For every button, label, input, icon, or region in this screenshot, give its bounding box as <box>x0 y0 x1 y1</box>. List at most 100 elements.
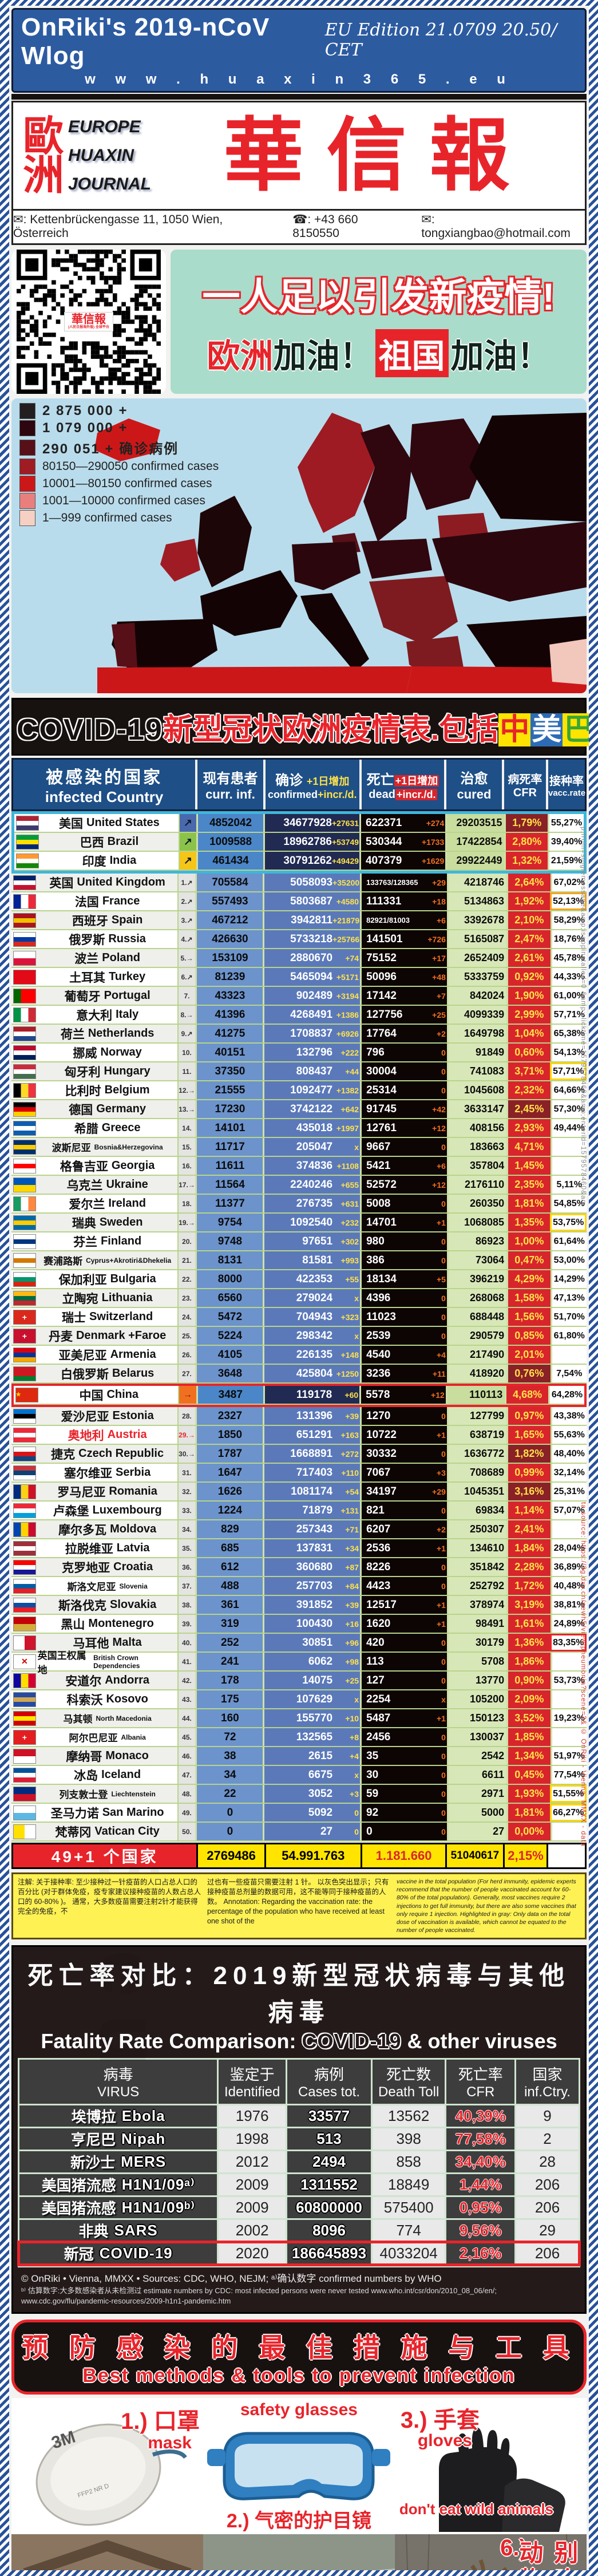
confirmed-value: 391852 <box>296 1598 333 1611</box>
flag-icon <box>13 988 36 1003</box>
country-name: 葡萄牙 Portugal <box>38 987 177 1005</box>
dead-value: 8226 <box>366 1560 391 1573</box>
table-row: 亚美尼亚 Armenia 26. 4105 226135 +148 4540 +4 217490… <box>11 1346 587 1365</box>
cured-cell: 5000 <box>446 1804 507 1822</box>
country-name: 巴西 Brazil <box>40 833 179 851</box>
confirmed-value: 3942811 <box>291 914 333 926</box>
country-name-en: Bulgaria <box>110 1273 156 1285</box>
vacc-rate-cell: 51,70% <box>550 1308 587 1326</box>
cfr-cell: 1,90% <box>506 987 551 1005</box>
dead-value: 5008 <box>366 1197 391 1210</box>
table-row: 土耳其 Turkey 6.↗ 81239 5465094 +5171 50096 +48 533… <box>11 968 587 987</box>
country-name: 斯洛文尼亚 Slovenia <box>38 1577 177 1595</box>
side-watermark-2: ta source: https://3g.dxy.cn/newh5/view/… <box>580 1502 588 1847</box>
confirmed-increase: +44 <box>345 1066 359 1076</box>
col-header-vacc: 接种率 vacc.rate <box>548 775 586 798</box>
dead-value: 5421 <box>366 1159 391 1172</box>
vacc-rate-cell: 47,13% <box>550 1289 587 1307</box>
country-name: 冰岛 Iceland <box>38 1766 177 1784</box>
confirmed-value: 360680 <box>296 1560 333 1573</box>
fatality-note2: ᵇ⁾ 估算数字:大多数感染者从未检测过 estimate numbers by … <box>21 2286 497 2306</box>
cured-cell: 150123 <box>446 1709 507 1727</box>
country-name-en: France <box>102 895 140 907</box>
country-name: 奥地利 Austria <box>38 1426 177 1444</box>
table-row: 葡萄牙 Portugal 7. 43323 902489 +3194 17142 +7 8420… <box>11 987 587 1006</box>
country-flag <box>11 911 38 929</box>
country-name: 圣马力诺 San Marino <box>38 1804 177 1822</box>
dead-cell: 127756 +25 <box>360 1006 447 1024</box>
dead-cell: 4423 0 <box>360 1577 447 1595</box>
virus-name-en: H1N1/09ᵇ⁾ <box>121 2199 195 2217</box>
infected-countries-cell: 29 <box>516 2220 579 2242</box>
country-name-cn: 罗马尼亚 <box>57 1485 106 1499</box>
current-infected-cell: 37350 <box>195 1062 263 1080</box>
house-icon <box>11 2534 203 2570</box>
country-name-cn: 列支敦士登 <box>59 1789 108 1800</box>
cfr-cell: 2,32% <box>506 1081 551 1099</box>
dead-value: 5487 <box>366 1712 391 1724</box>
dead-increase: 0 <box>441 1732 446 1742</box>
cfr-cell: 40,39% <box>446 2105 515 2127</box>
country-flag <box>11 1615 38 1633</box>
rank-cell: 48. <box>177 1785 196 1803</box>
current-infected-cell: 426630 <box>195 930 263 948</box>
rank-cell: 38. <box>177 1596 196 1614</box>
cfr-cell: 0,47% <box>506 1251 551 1269</box>
country-name-en: Andorra <box>105 1674 150 1686</box>
confirmed-cell: 3942811 +21879 <box>263 911 361 929</box>
country-name-en: Russia <box>108 933 146 945</box>
confirmed-value: 425804 <box>296 1367 333 1380</box>
confirmed-cell: 1092540 +232 <box>263 1214 361 1231</box>
table-row: 赛浦路斯 Cyprus+Akrotiri&Dhekelia 21. 8131 81581… <box>11 1251 587 1270</box>
country-name-cn: 土耳其 <box>69 971 106 985</box>
dead-increase: +1 <box>436 1600 446 1610</box>
dead-value: 18134 <box>366 1273 397 1285</box>
masthead-en: EUROPE HUAXIN JOURNAL <box>68 117 177 194</box>
flag-icon <box>13 1522 36 1537</box>
confirmed-increase: x <box>354 1770 359 1780</box>
flag-icon <box>15 815 39 831</box>
confirmed-value: 5058093 <box>290 876 333 888</box>
confirmed-increase: +993 <box>340 1255 359 1265</box>
table-row: 捷克 Czech Republic 30.→ 1787 1668891 +272 30332… <box>11 1445 587 1464</box>
country-name-en: China <box>106 1388 139 1401</box>
cfr-cell: 34,40% <box>446 2151 515 2173</box>
confirmed-cell: 97651 +302 <box>263 1232 361 1250</box>
dead-value: 530344 <box>365 835 402 848</box>
country-name-cn: 黑山 <box>61 1618 85 1631</box>
flag-icon <box>13 1805 36 1820</box>
deer-label-cn-vertical: 别吃野生动物 <box>516 2540 578 2570</box>
confirmed-increase: +1108 <box>336 1161 359 1171</box>
rank-cell: → <box>178 1386 196 1404</box>
country-name: 赛浦路斯 Cyprus+Akrotiri&Dhekelia <box>38 1251 177 1269</box>
table-row: 马耳他 Malta 40. 252 30851 +96 420 0 30179 1,36% 83,3… <box>11 1634 587 1653</box>
confirmed-cell: 3742122 +642 <box>263 1100 361 1118</box>
confirmed-cell: 137831 +34 <box>263 1539 361 1557</box>
dead-increase: 0 <box>441 1199 446 1208</box>
dead-increase: +29 <box>432 878 446 887</box>
confirmed-increase: +49429 <box>331 856 359 866</box>
confirmed-increase: +6926 <box>336 1029 359 1038</box>
cfr-cell: 2,41% <box>506 1520 551 1538</box>
confirmed-increase: +163 <box>340 1430 359 1440</box>
confirmed-cell: 902489 +3194 <box>263 987 361 1005</box>
cured-cell: 110113 <box>445 1386 505 1404</box>
legend-item: 1001—10000 confirmed cases <box>19 493 219 509</box>
country-name-cn: 瑞士 <box>62 1311 86 1325</box>
country-flag: + <box>11 1308 38 1326</box>
dead-cell: 59 0 <box>360 1785 447 1803</box>
covid-table-header: 被感染的国家 infected Country 现有患者 curr. inf. … <box>11 758 587 811</box>
confirmed-cell: 132796 +222 <box>263 1044 361 1061</box>
cured-cell: 91849 <box>446 1044 507 1061</box>
confirmed-value: 107629 <box>296 1693 333 1705</box>
country-flag <box>11 1119 38 1137</box>
cured-cell: 98491 <box>446 1615 507 1633</box>
cured-cell: 5134863 <box>446 892 507 910</box>
rank-cell: 37. <box>177 1577 196 1595</box>
country-name: 梵蒂冈 Vatican City <box>38 1823 177 1840</box>
table-row: 克罗地亚 Croatia 36. 612 360680 +87 8226 0 351842 2,2… <box>11 1558 587 1577</box>
vacc-rate-cell: 28,04% <box>550 1539 587 1557</box>
country-flag <box>11 1025 38 1042</box>
confirmed-cell: 132565 +8 <box>263 1728 361 1746</box>
confirmed-value: 422353 <box>296 1273 333 1285</box>
